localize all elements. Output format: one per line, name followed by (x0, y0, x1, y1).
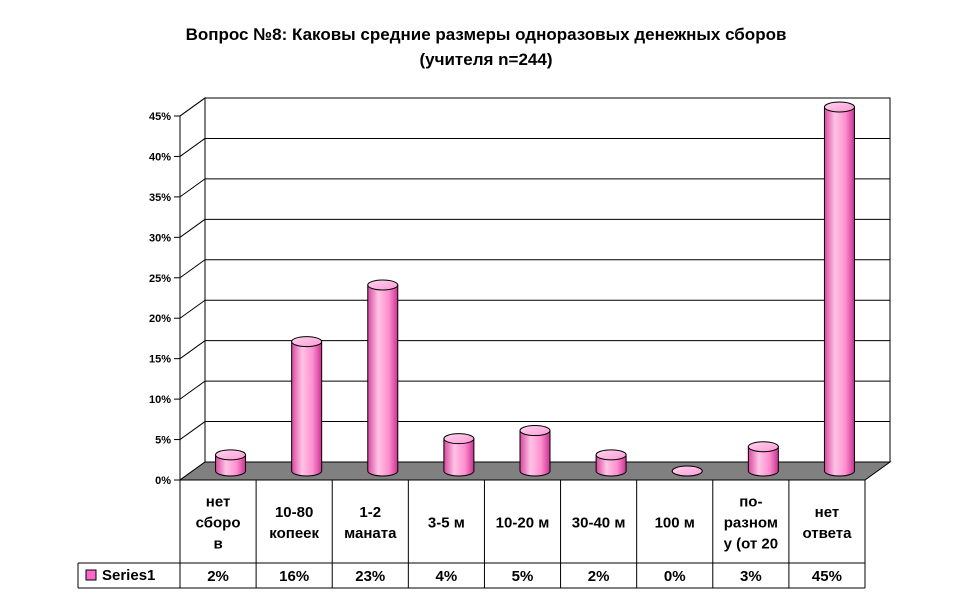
bar-4 (519, 425, 551, 477)
data-label: 45% (812, 568, 842, 585)
y-tick-label: 30% (149, 232, 171, 244)
gridline-side (179, 380, 206, 400)
bar-top (291, 336, 323, 348)
bar-body (595, 454, 627, 477)
category-label: по-разном у (от 20 (724, 494, 779, 553)
y-tick-label: 10% (149, 394, 171, 406)
category-label: 3-5 м (428, 515, 465, 532)
bar-top (671, 465, 703, 477)
y-tick-label: 45% (149, 111, 171, 123)
category-label: 30-40 м (572, 515, 626, 532)
bar-3 (443, 433, 475, 477)
bar-top (367, 279, 399, 291)
bar-top (823, 101, 855, 113)
data-label: 5% (512, 568, 534, 585)
gridline-side (179, 138, 206, 157)
legend-key (85, 569, 97, 581)
gridline-side (179, 97, 206, 117)
bar-6 (671, 465, 703, 477)
gridline-side (179, 259, 206, 279)
bar-5 (595, 449, 627, 477)
data-label: 2% (207, 568, 229, 585)
category-label: нет сборо в (196, 494, 241, 553)
bar-body (823, 106, 855, 477)
data-label: 3% (740, 568, 762, 585)
gridline-side (179, 299, 206, 319)
plot-area: 0% 5% 10% 15% 20% 25% 30% 35% 40% 45% (149, 97, 892, 487)
bar-body (443, 438, 475, 477)
category-label: 100 м (655, 515, 695, 532)
data-label: 23% (355, 568, 385, 585)
y-tick-label: 40% (149, 151, 171, 163)
category-label: 10-80 копеек (269, 504, 319, 542)
y-tick-label: 0% (155, 475, 171, 487)
bar-7 (747, 441, 779, 477)
data-label: 16% (279, 568, 309, 585)
bar-2 (367, 279, 399, 477)
bar-top (519, 425, 551, 437)
bar-body (519, 430, 551, 477)
y-tick-label: 5% (155, 435, 171, 447)
y-tick-label: 20% (149, 313, 171, 325)
gridline-side (179, 218, 206, 238)
bar-body (291, 341, 323, 477)
chart-subtitle: (учителя n=244) (420, 50, 553, 69)
bar-body (215, 454, 247, 477)
data-label: 2% (588, 568, 610, 585)
bar-1 (291, 336, 323, 477)
category-label: нет ответа (802, 504, 852, 542)
y-tick-label: 25% (149, 273, 171, 285)
data-label: 0% (664, 568, 686, 585)
data-label: 4% (436, 568, 458, 585)
bar-8 (823, 101, 855, 477)
gridline-side (179, 340, 206, 360)
side-wall (179, 97, 206, 481)
bar-body (367, 284, 399, 477)
y-tick-label: 15% (149, 354, 171, 366)
data-table: нет сборо в 10-80 копеек 1-2 маната 3-5 м 10-20 … (77, 479, 866, 589)
bar-0 (215, 449, 247, 477)
gridline-side (179, 421, 206, 440)
gridline-side (179, 178, 206, 198)
bar-top (215, 449, 247, 461)
legend-series-name: Series1 (102, 567, 155, 584)
bar-top (747, 441, 779, 453)
bar-top (595, 449, 627, 461)
bar-top (443, 433, 475, 445)
category-label: 1-2 маната (344, 504, 397, 542)
chart-title: Вопрос №8: Каковы средние размеры однора… (186, 25, 787, 44)
category-label: 10-20 м (496, 515, 550, 532)
y-tick-label: 35% (149, 192, 171, 204)
bar-body (747, 446, 779, 477)
